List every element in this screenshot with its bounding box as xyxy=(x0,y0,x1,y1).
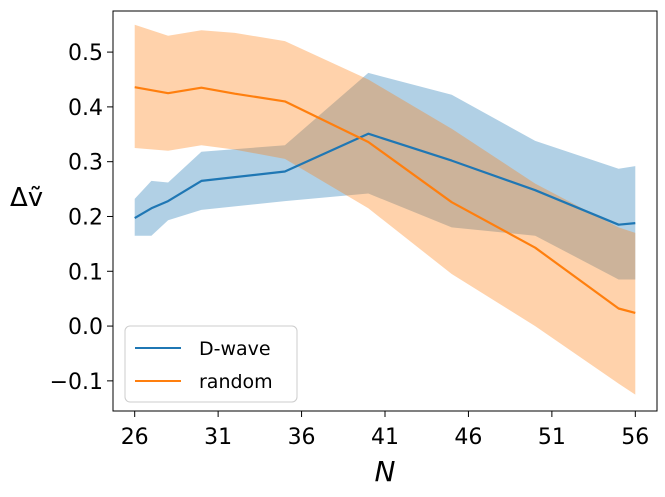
band-random xyxy=(134,24,636,395)
y-tick-label: 0.5 xyxy=(68,41,103,66)
band-d-wave xyxy=(134,72,636,280)
x-tick-label: 26 xyxy=(121,425,149,450)
legend-box xyxy=(124,325,298,403)
x-tick-label: 51 xyxy=(538,425,566,450)
legend: D-wave random xyxy=(124,325,298,403)
y-tick-label: 0.1 xyxy=(68,260,103,285)
x-axis-label: N xyxy=(375,455,396,488)
y-tick-label: −0.1 xyxy=(50,370,103,395)
x-tick-label: 46 xyxy=(454,425,482,450)
legend-label-random: random xyxy=(199,371,273,393)
y-tick-label: 0.3 xyxy=(68,151,103,176)
confidence-bands xyxy=(134,24,636,395)
y-axis-label: Δṽ xyxy=(10,183,43,213)
x-tick-label: 36 xyxy=(288,425,316,450)
x-tick-label: 31 xyxy=(204,425,232,450)
series-lines xyxy=(134,86,636,314)
x-tick-label: 56 xyxy=(621,425,649,450)
x-axis-ticks: 26 31 36 41 46 51 56 xyxy=(121,411,649,450)
line-d-wave xyxy=(134,132,636,226)
x-tick-label: 41 xyxy=(371,425,399,450)
legend-label-d-wave: D-wave xyxy=(199,338,271,360)
y-tick-label: 0.2 xyxy=(68,205,103,230)
y-tick-label: 0.0 xyxy=(68,315,103,340)
y-tick-label: 0.4 xyxy=(68,96,103,121)
y-axis-ticks: −0.1 0.0 0.1 0.2 0.3 0.4 0.5 xyxy=(50,41,113,395)
line-random xyxy=(134,86,636,314)
